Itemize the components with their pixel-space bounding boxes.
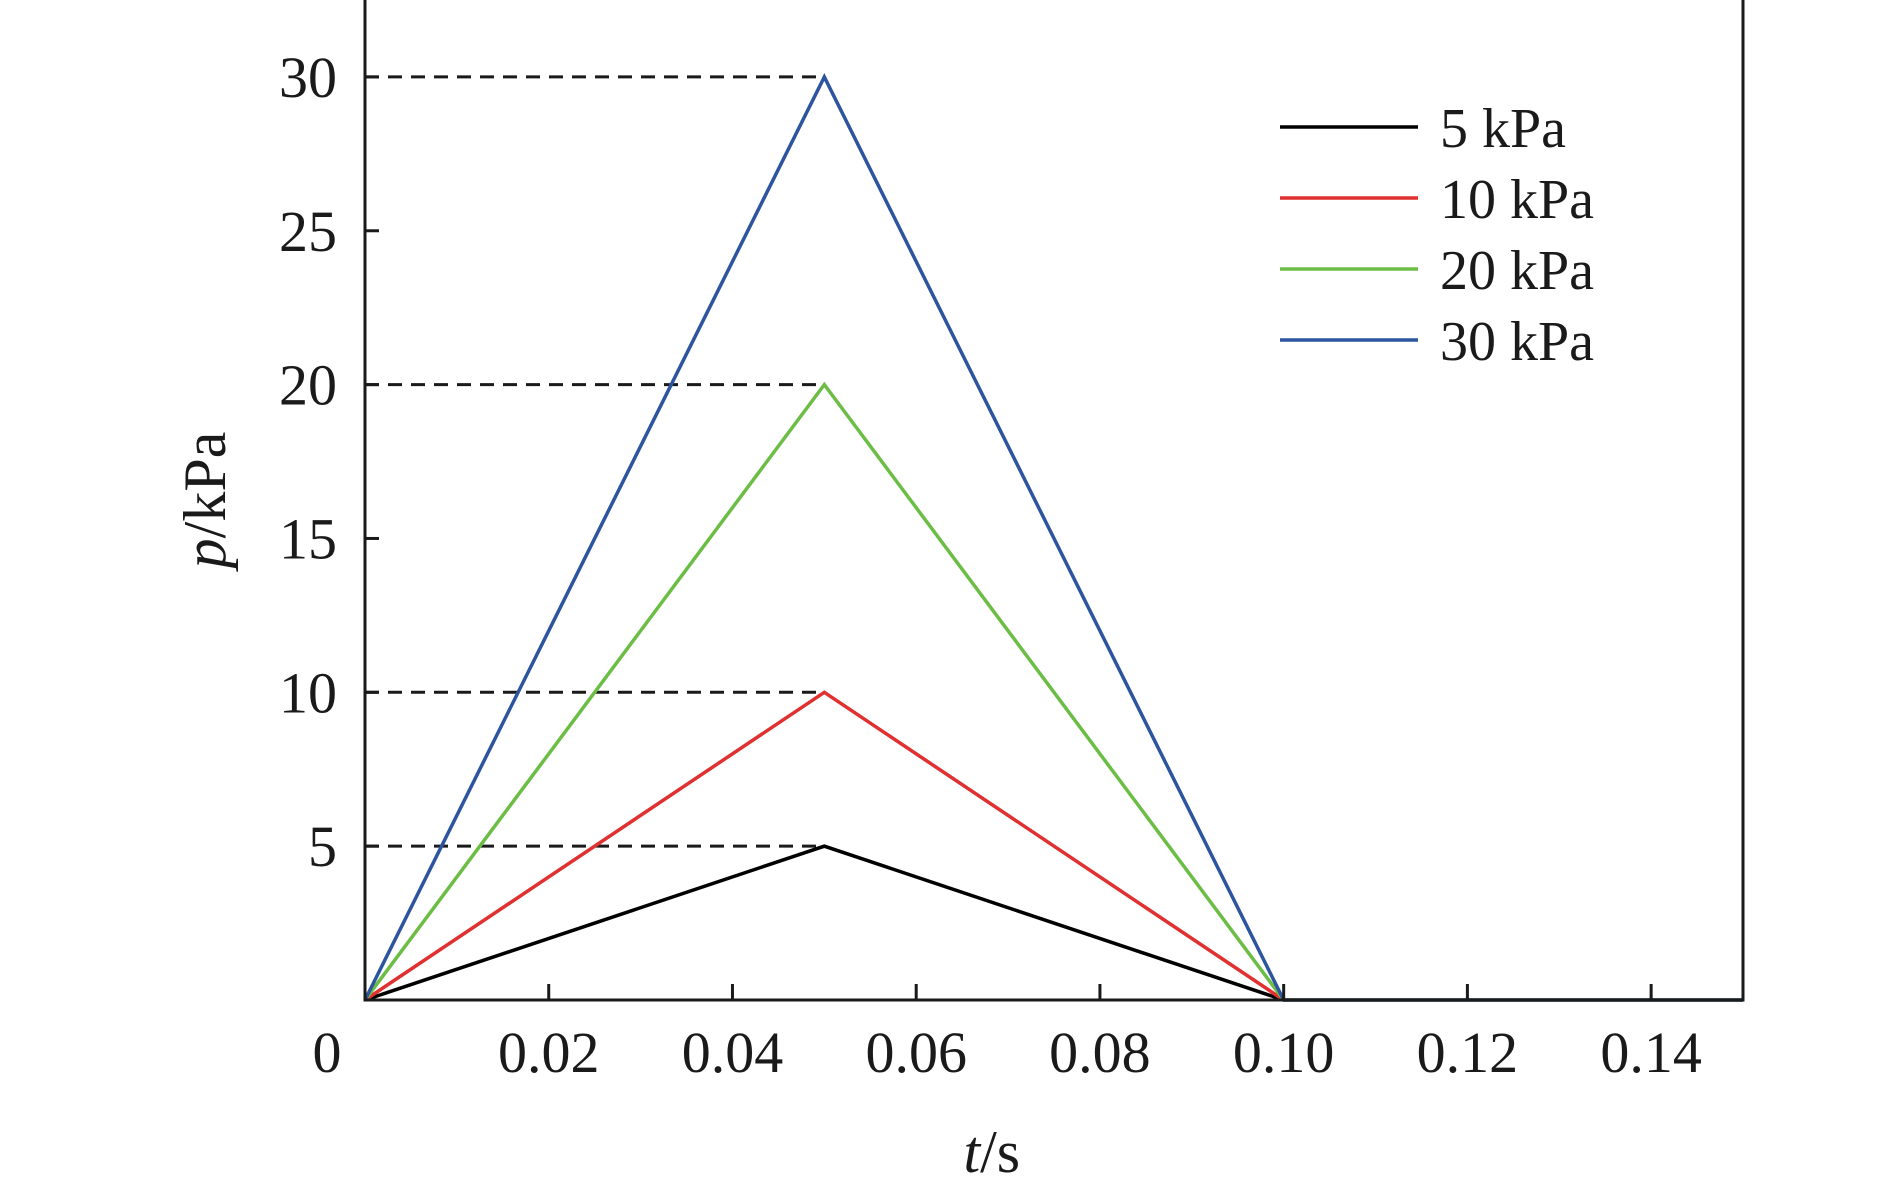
- x-tick-label: 0.06: [865, 1020, 967, 1085]
- series-line-2: [363, 381, 1743, 1002]
- y-axis-title: p/kPa: [172, 432, 238, 573]
- x-ticks: 0 0.02 0.04 0.06 0.08 0.10 0.12 0.14: [313, 984, 1702, 1085]
- x-axis-title: t/s: [963, 1119, 1020, 1184]
- y-tick-label: 10: [279, 660, 337, 725]
- y-axis-variable: p: [172, 538, 238, 572]
- y-tick-label: 15: [279, 506, 337, 571]
- y-tick-label: 5: [308, 814, 337, 879]
- x-tick-label: 0.12: [1417, 1020, 1519, 1085]
- y-axis-unit: /kPa: [172, 432, 238, 539]
- y-tick-label: 25: [279, 199, 337, 264]
- x-tick-label: 0: [313, 1020, 342, 1085]
- x-axis-unit: /s: [980, 1119, 1020, 1184]
- reference-lines: [365, 75, 825, 848]
- y-ticks: 5 10 15 20 25 30: [279, 45, 379, 879]
- x-tick-label: 0.14: [1600, 1020, 1702, 1085]
- legend-label-1: 10 kPa: [1440, 169, 1594, 231]
- legend: 5 kPa 10 kPa 20 kPa 30 kPa: [1280, 98, 1594, 373]
- legend-label-3: 30 kPa: [1440, 311, 1594, 373]
- legend-label-0: 5 kPa: [1440, 98, 1566, 160]
- legend-label-2: 20 kPa: [1440, 240, 1594, 302]
- x-tick-label: 0.02: [498, 1020, 600, 1085]
- x-axis-variable: t: [963, 1119, 981, 1184]
- x-tick-label: 0.10: [1233, 1020, 1335, 1085]
- x-tick-label: 0.04: [682, 1020, 784, 1085]
- series-line-1: [364, 690, 1743, 1002]
- series-line-0: [364, 844, 1743, 1002]
- y-tick-label: 30: [279, 45, 337, 110]
- y-tick-label: 20: [279, 353, 337, 418]
- plot-frame: [363, 0, 1745, 1002]
- x-tick-label: 0.08: [1049, 1020, 1151, 1085]
